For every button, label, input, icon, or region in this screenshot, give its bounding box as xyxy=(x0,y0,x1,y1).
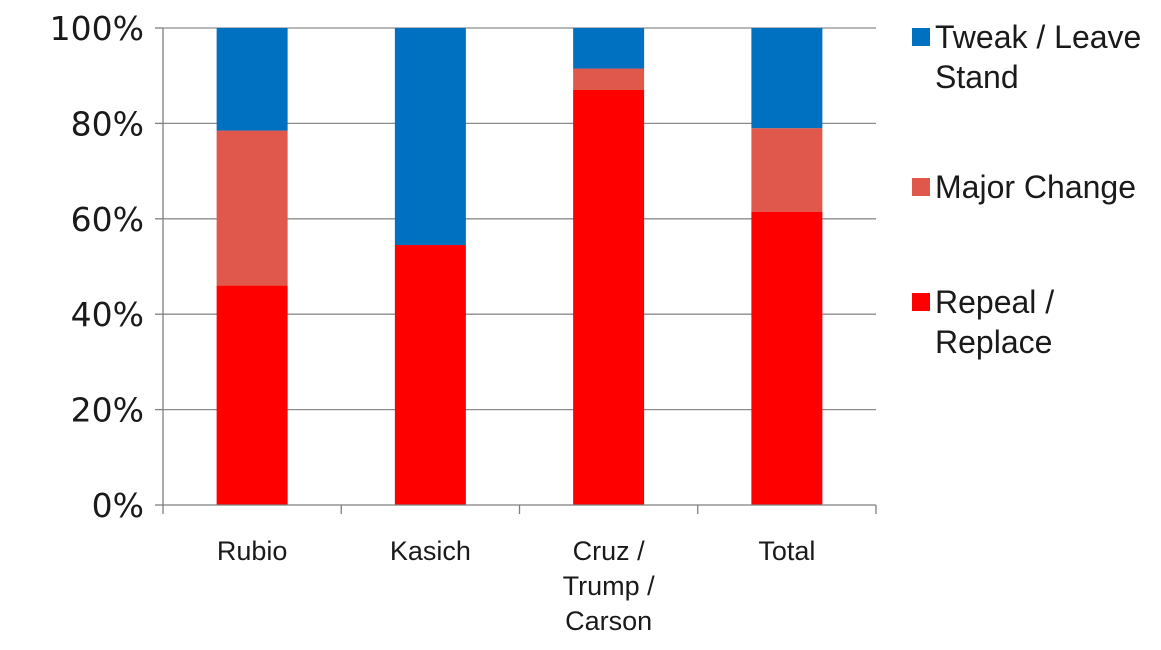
x-tick-label-line: Cruz / xyxy=(573,536,646,566)
legend-label: Major Change xyxy=(935,169,1136,205)
bar-segment xyxy=(751,211,823,505)
bar-segment xyxy=(573,68,645,91)
legend-label: Tweak / Leave Stand xyxy=(935,19,1141,95)
bar-segment xyxy=(394,28,466,246)
x-tick-label-line: Total xyxy=(758,536,815,566)
legend-label-line: Tweak / Leave xyxy=(935,19,1141,55)
bar-segment xyxy=(751,28,823,129)
y-tick-label: 60% xyxy=(71,200,144,239)
legend-label-line: Repeal / xyxy=(935,284,1054,320)
x-tick-label-line: Trump / xyxy=(563,571,656,601)
y-tick-label: 100% xyxy=(50,9,144,48)
x-tick-label: Rubio xyxy=(217,536,288,566)
y-axis-ticks: 0% 20% 40% 60% 80% 100% xyxy=(50,9,144,525)
bar-segment xyxy=(216,285,288,505)
x-axis-ticks: Rubio Kasich Cruz / Trump / Carson Total xyxy=(217,536,816,636)
legend-label-line: Replace xyxy=(935,324,1052,360)
x-tick-label-line: Kasich xyxy=(390,536,471,566)
y-tick-label: 80% xyxy=(71,104,144,143)
legend-swatch xyxy=(912,178,930,196)
bar-segment xyxy=(573,90,645,505)
bars xyxy=(216,28,823,505)
bar-segment xyxy=(216,28,288,131)
legend-label-line: Stand xyxy=(935,59,1019,95)
x-tick-label: Total xyxy=(758,536,815,566)
x-tick-label-line: Carson xyxy=(565,606,652,636)
legend-swatch xyxy=(912,293,930,311)
bar-segment xyxy=(573,28,645,69)
bar-segment xyxy=(394,245,466,505)
legend-label: Repeal / Replace xyxy=(935,284,1054,360)
x-tick-label: Kasich xyxy=(390,536,471,566)
bar-segment xyxy=(216,130,288,286)
legend-swatch xyxy=(912,28,930,46)
legend-label-line: Major Change xyxy=(935,169,1136,205)
y-tick-label: 20% xyxy=(71,391,144,430)
x-tick-label: Cruz / Trump / Carson xyxy=(563,536,656,636)
axes xyxy=(155,27,877,514)
y-tick-label: 0% xyxy=(92,486,144,525)
x-tick-label-line: Rubio xyxy=(217,536,288,566)
bar-segment xyxy=(751,128,823,212)
y-tick-label: 40% xyxy=(71,295,144,334)
